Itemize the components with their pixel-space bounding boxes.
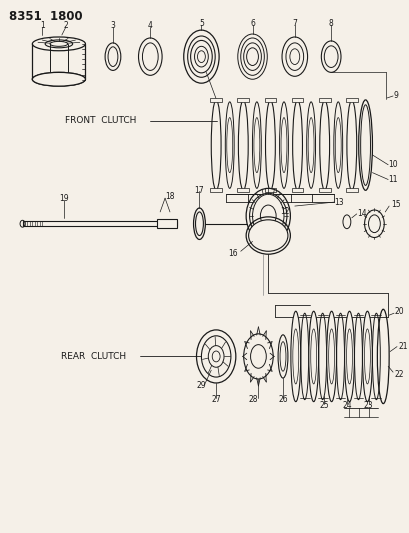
Text: 24: 24 bbox=[341, 401, 351, 410]
Ellipse shape bbox=[292, 100, 302, 190]
Ellipse shape bbox=[195, 212, 203, 236]
Text: 26: 26 bbox=[278, 395, 287, 404]
Ellipse shape bbox=[290, 311, 300, 402]
Ellipse shape bbox=[279, 342, 285, 371]
Bar bbox=[22, 221, 176, 226]
Text: 23: 23 bbox=[363, 401, 373, 410]
Text: REAR  CLUTCH: REAR CLUTCH bbox=[61, 352, 126, 361]
Bar bbox=[237, 98, 249, 102]
Text: 8: 8 bbox=[328, 19, 333, 28]
Ellipse shape bbox=[238, 100, 247, 190]
Text: 11: 11 bbox=[387, 175, 397, 184]
Text: 16: 16 bbox=[227, 249, 237, 258]
Bar bbox=[345, 98, 357, 102]
Text: 13: 13 bbox=[333, 198, 343, 207]
Ellipse shape bbox=[201, 336, 230, 377]
Text: 12: 12 bbox=[279, 207, 289, 216]
Ellipse shape bbox=[226, 118, 232, 173]
Text: 18: 18 bbox=[165, 192, 174, 201]
Ellipse shape bbox=[249, 193, 286, 238]
Bar bbox=[291, 98, 303, 102]
Ellipse shape bbox=[50, 42, 67, 46]
Ellipse shape bbox=[253, 118, 259, 173]
Ellipse shape bbox=[324, 46, 337, 68]
Ellipse shape bbox=[326, 311, 336, 402]
Text: 21: 21 bbox=[397, 342, 407, 351]
Bar bbox=[237, 188, 249, 192]
Ellipse shape bbox=[308, 311, 318, 402]
Text: 25: 25 bbox=[319, 401, 328, 410]
Bar bbox=[157, 219, 176, 228]
Text: 7: 7 bbox=[292, 19, 297, 28]
Ellipse shape bbox=[142, 43, 158, 70]
Ellipse shape bbox=[211, 100, 220, 190]
Ellipse shape bbox=[308, 118, 313, 173]
Text: 28: 28 bbox=[248, 395, 258, 404]
Ellipse shape bbox=[344, 311, 353, 402]
Ellipse shape bbox=[248, 220, 287, 251]
Bar bbox=[264, 188, 276, 192]
Ellipse shape bbox=[280, 118, 286, 173]
Text: 6: 6 bbox=[249, 19, 254, 28]
Ellipse shape bbox=[285, 43, 303, 70]
Text: 4: 4 bbox=[148, 21, 153, 30]
Bar bbox=[291, 188, 303, 192]
Ellipse shape bbox=[362, 311, 371, 402]
Text: 17: 17 bbox=[194, 186, 204, 195]
Text: FRONT  CLUTCH: FRONT CLUTCH bbox=[65, 116, 137, 125]
Bar bbox=[210, 188, 222, 192]
Ellipse shape bbox=[187, 36, 215, 77]
Ellipse shape bbox=[368, 215, 380, 232]
Bar bbox=[318, 188, 330, 192]
Text: 8351  1800: 8351 1800 bbox=[9, 10, 83, 23]
Ellipse shape bbox=[265, 100, 275, 190]
Ellipse shape bbox=[108, 47, 117, 67]
Ellipse shape bbox=[32, 72, 85, 86]
Ellipse shape bbox=[246, 48, 258, 66]
Ellipse shape bbox=[360, 105, 370, 185]
Ellipse shape bbox=[250, 345, 265, 368]
Bar bbox=[264, 98, 276, 102]
Text: 5: 5 bbox=[198, 19, 203, 28]
Text: 9: 9 bbox=[392, 92, 397, 100]
Text: 29: 29 bbox=[196, 382, 206, 391]
Text: 15: 15 bbox=[390, 199, 400, 208]
Text: 14: 14 bbox=[356, 209, 366, 219]
Ellipse shape bbox=[212, 351, 220, 362]
Text: 3: 3 bbox=[110, 21, 115, 30]
Ellipse shape bbox=[335, 118, 340, 173]
Ellipse shape bbox=[240, 38, 264, 75]
Text: 27: 27 bbox=[211, 395, 220, 404]
Bar bbox=[345, 188, 357, 192]
Ellipse shape bbox=[346, 100, 356, 190]
Text: 2: 2 bbox=[63, 21, 68, 30]
Text: 10: 10 bbox=[387, 160, 397, 169]
Bar bbox=[318, 98, 330, 102]
Text: 19: 19 bbox=[59, 193, 68, 203]
Ellipse shape bbox=[319, 100, 329, 190]
Text: 1: 1 bbox=[40, 21, 45, 30]
Text: 22: 22 bbox=[393, 369, 402, 378]
Text: 20: 20 bbox=[393, 306, 403, 316]
Bar bbox=[210, 98, 222, 102]
Ellipse shape bbox=[194, 46, 208, 67]
